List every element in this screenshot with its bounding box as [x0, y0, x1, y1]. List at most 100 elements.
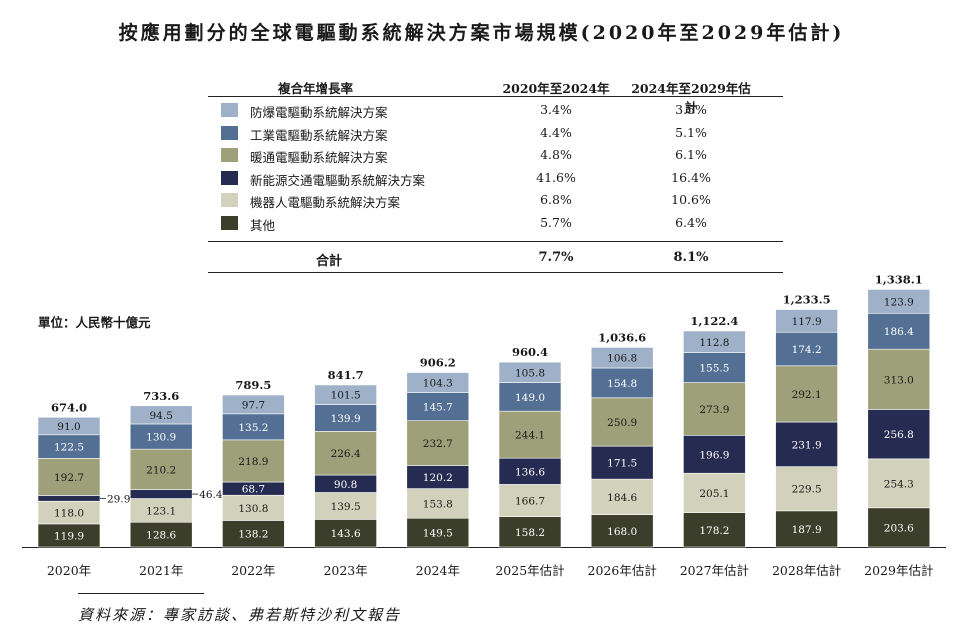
data-label: 90.8 [334, 479, 357, 491]
total-label: 合計 [316, 253, 343, 269]
bar-segment [683, 330, 746, 353]
total-label: 1,036.6 [598, 330, 646, 344]
bar-segment [222, 494, 285, 521]
source-note: 資料來源：專家訪談、弗若斯特沙利文報告 [78, 606, 402, 624]
bar-segment [314, 404, 377, 432]
bar-segment [37, 495, 101, 502]
data-label: 184.6 [607, 492, 637, 504]
data-label: 149.5 [423, 528, 453, 540]
data-label: 94.5 [150, 410, 173, 422]
x-tick-label: 2020年 [47, 563, 91, 578]
cagr-value-2024-2029: 3.5% [675, 102, 707, 117]
legend-series-name: 機器人電驅動系統解決方案 [250, 195, 401, 211]
data-label: 192.7 [54, 472, 84, 484]
bar-segment [775, 421, 838, 467]
data-label: 205.1 [699, 488, 729, 500]
data-label: 118.0 [54, 508, 84, 520]
data-label: 256.8 [884, 429, 914, 441]
data-label: 218.9 [238, 456, 268, 468]
x-tick-label: 2028年估計 [772, 563, 841, 578]
cagr-value-2020-2024: 6.8% [540, 192, 572, 208]
data-label: 244.1 [515, 430, 545, 442]
bar-segment [683, 472, 746, 513]
bar-segment [314, 431, 377, 476]
data-label: 112.8 [699, 337, 729, 349]
data-label: 196.9 [699, 449, 729, 461]
data-label: 97.7 [242, 399, 265, 411]
cagr-table-header: 複合年增長率 2020年至2024年 2024年至2029年估計 [208, 74, 783, 115]
bar-segment [498, 516, 562, 548]
data-label: 229.5 [792, 484, 822, 496]
bar-segment [222, 520, 285, 548]
total-label: 906.2 [420, 356, 456, 370]
bar-segment [498, 361, 562, 383]
x-tick-label: 2024年 [416, 563, 460, 578]
legend-series-name: 防爆電驅動系統解決方案 [250, 105, 388, 120]
bar-segment [498, 382, 562, 412]
data-label: 313.0 [884, 374, 914, 386]
data-label: 68.7 [242, 484, 265, 496]
total-label: 733.6 [143, 389, 179, 403]
bar-segment [590, 514, 654, 548]
bar-segment [406, 517, 470, 548]
bar-segment [498, 410, 562, 459]
bar-segment [222, 439, 285, 483]
data-label: 122.5 [54, 442, 84, 454]
bar-segment [867, 289, 931, 314]
bar-segment [775, 365, 838, 423]
data-label: 104.3 [423, 378, 453, 390]
data-label: 101.5 [331, 390, 361, 402]
legend-swatch [221, 125, 238, 140]
data-label: 138.2 [238, 529, 268, 541]
x-tick-label: 2029年估計 [864, 563, 933, 578]
data-label: 250.9 [607, 417, 637, 429]
bar-segment [129, 448, 193, 490]
data-label: 153.8 [423, 498, 453, 510]
bar-segment [222, 394, 285, 415]
legend-swatch [221, 170, 238, 185]
cagr-value-2024-2029: 6.1% [675, 147, 707, 163]
data-label: 143.6 [331, 528, 361, 540]
data-label: 292.1 [792, 389, 822, 401]
source-rule [78, 593, 204, 594]
bar-segment [683, 382, 746, 436]
data-label: 120.2 [423, 472, 453, 484]
bar-segment [37, 458, 101, 496]
data-label: 187.9 [792, 524, 822, 536]
cagr-value-2024-2029: 16.4% [671, 169, 711, 185]
bar-segment [37, 416, 101, 436]
data-label: 130.9 [146, 432, 176, 444]
data-label: 128.6 [146, 530, 176, 542]
data-label: 139.9 [331, 413, 361, 425]
data-label: 171.5 [607, 458, 637, 470]
data-label: 178.2 [699, 525, 729, 537]
bar-segment [683, 512, 746, 548]
bar-segment [314, 384, 377, 405]
bar-segment [129, 423, 193, 450]
data-label: 135.2 [238, 422, 268, 434]
cagr-header-label: 複合年增長率 [278, 81, 354, 96]
data-label: 105.8 [515, 367, 545, 379]
x-tick-label: 2022年 [231, 563, 275, 578]
cagr-value-2024-2029: 10.6% [671, 192, 711, 208]
x-tick-label: 2021年 [139, 563, 183, 578]
total-label: 1,233.5 [783, 293, 831, 307]
x-tick-label: 2026年估計 [588, 563, 657, 578]
total-cagr-2024-2029: 8.1% [673, 249, 709, 265]
bar-segment [590, 397, 654, 447]
data-label: 186.4 [884, 326, 914, 338]
bar-segment [867, 312, 931, 350]
x-tick-label: 2027年估計 [680, 563, 749, 578]
bar-segment [867, 458, 931, 509]
data-label: 174.2 [792, 344, 822, 356]
cagr-value-2020-2024: 41.6% [536, 169, 576, 185]
data-label: 139.5 [331, 501, 361, 513]
data-label: 254.3 [884, 478, 914, 490]
chart-title: 按應用劃分的全球電驅動系統解決方案市場規模(2020年至2029年估計) [118, 22, 845, 44]
bar-segment [683, 352, 746, 383]
bar-segment [314, 492, 377, 520]
cagr-table-row: 機器人電驅動系統解決方案 6.8% 10.6% [208, 189, 783, 212]
cagr-value-2020-2024: 5.7% [540, 214, 572, 230]
cagr-table-row: 其他 5.7% 6.4% [208, 212, 783, 235]
bar-segment [775, 309, 838, 333]
